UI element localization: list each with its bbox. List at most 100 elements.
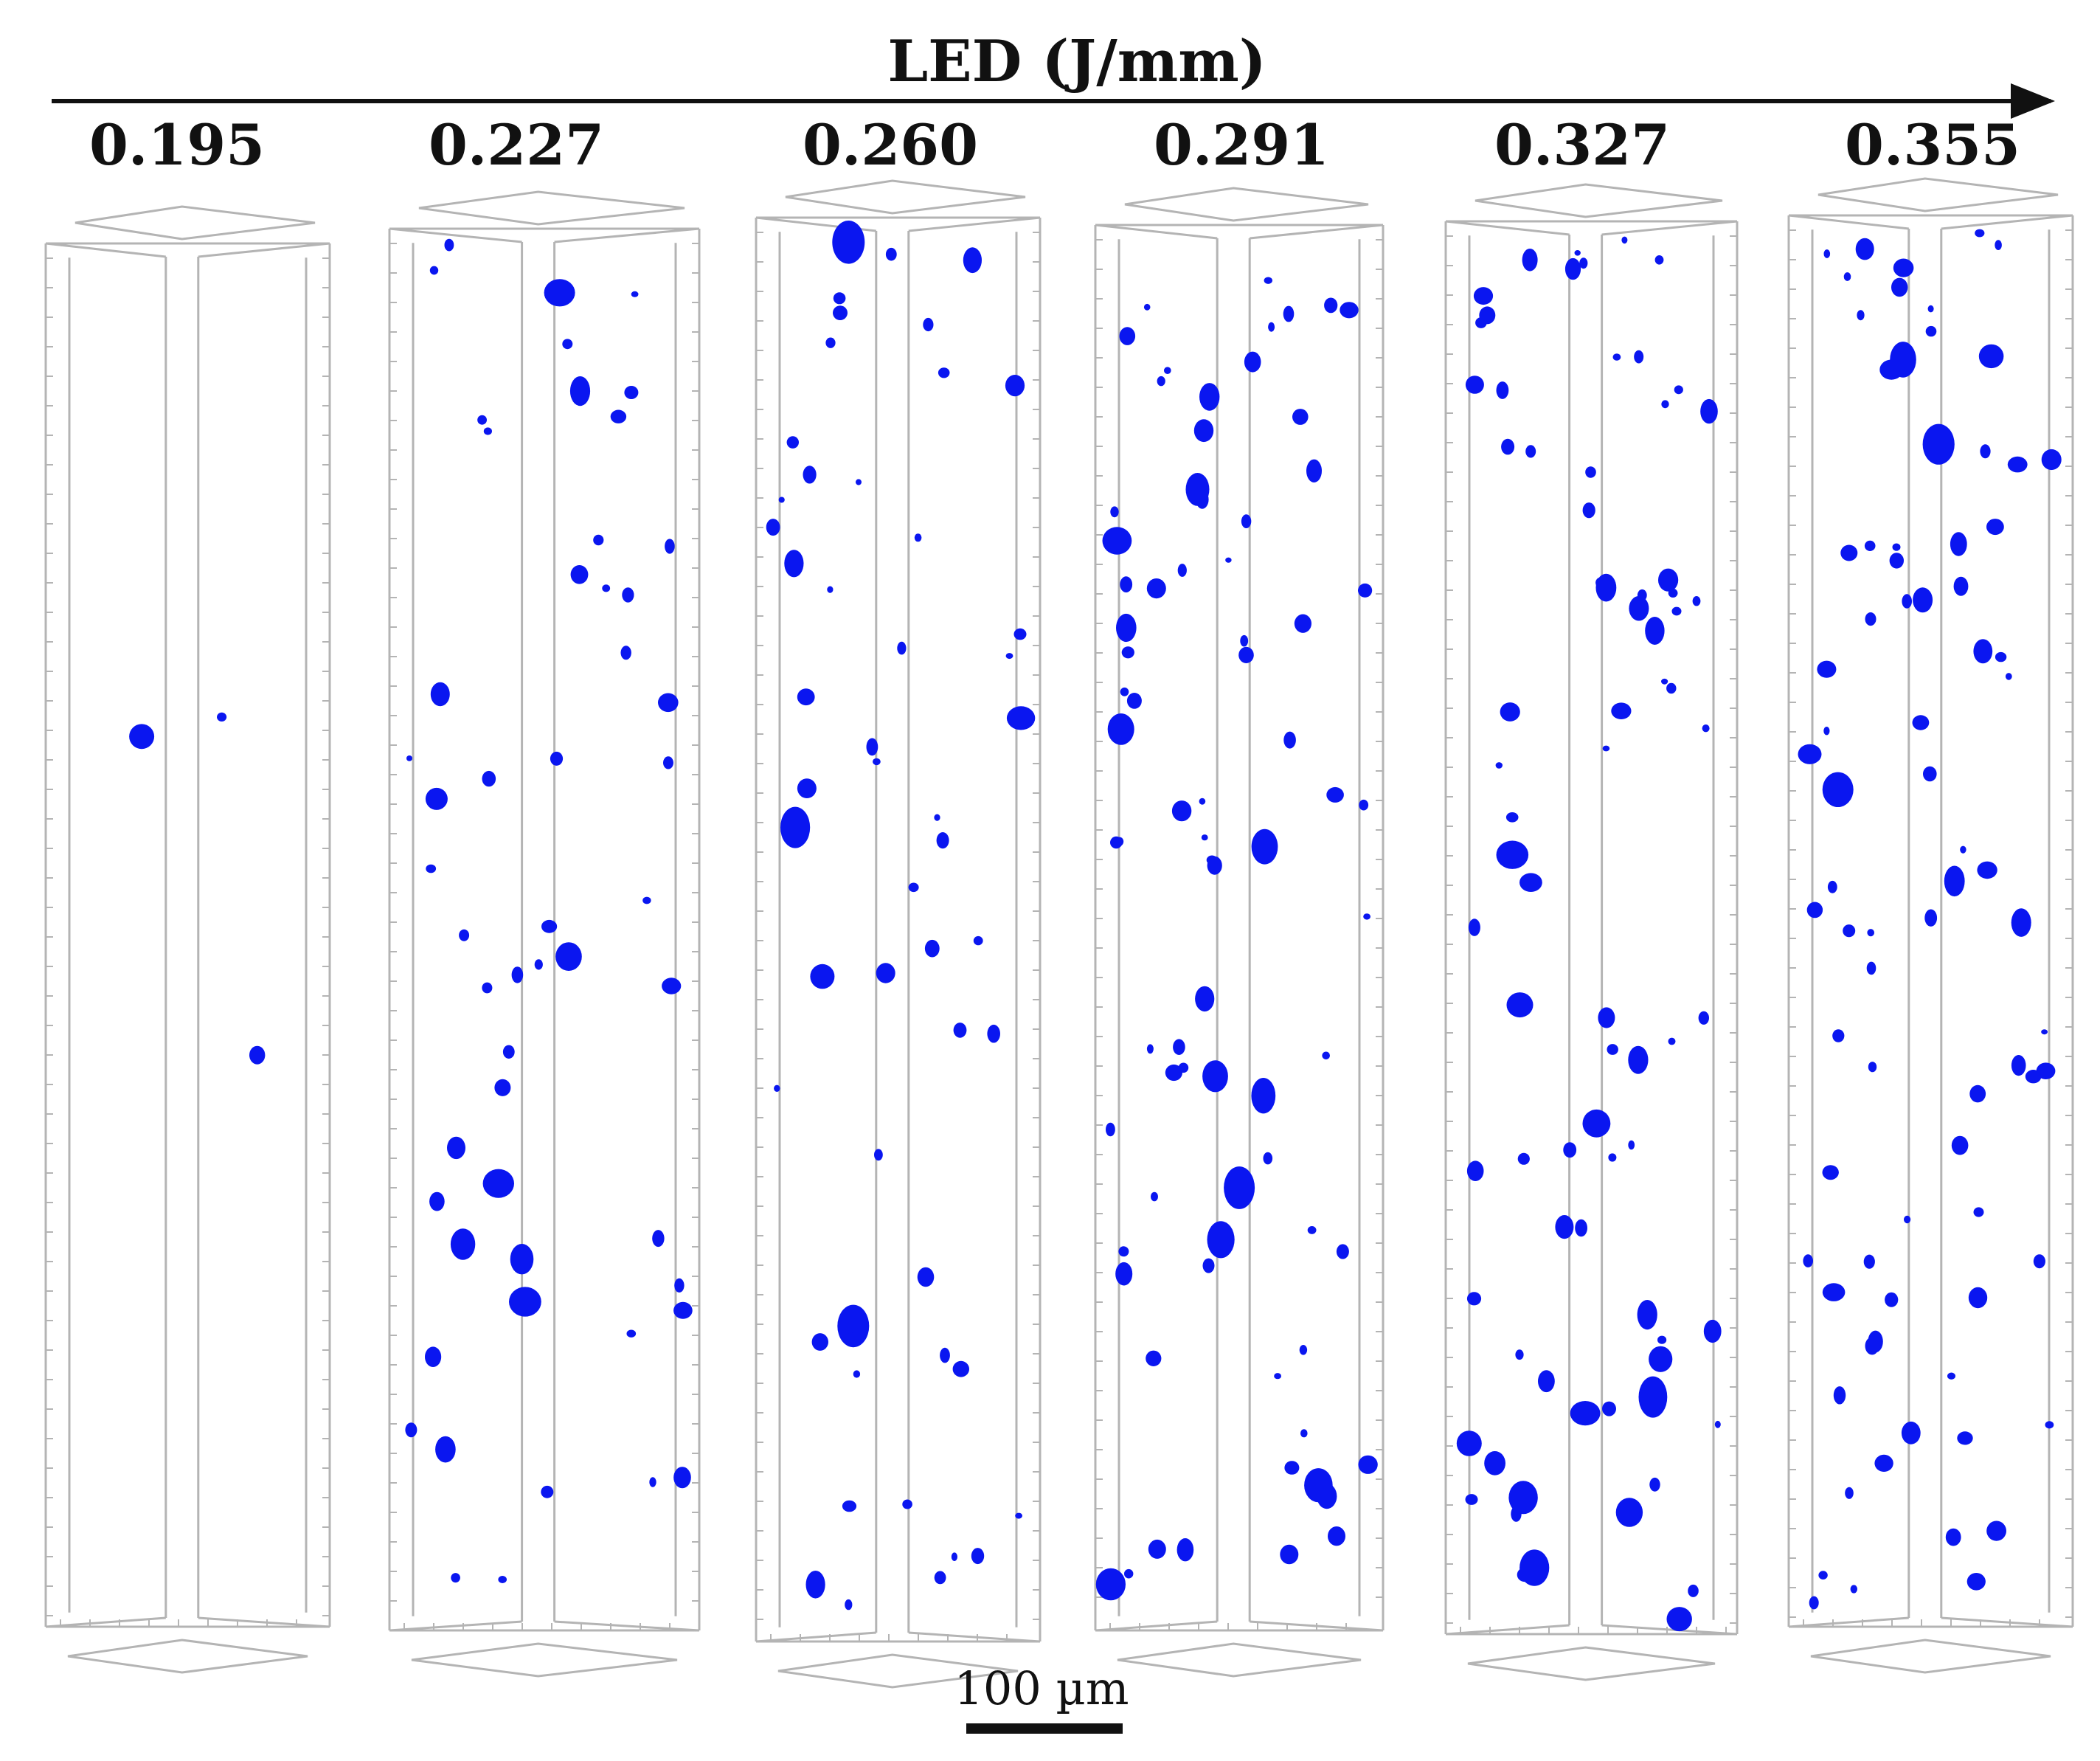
pore xyxy=(1466,1160,1484,1181)
pore xyxy=(1957,1431,1973,1445)
pore xyxy=(1207,856,1222,875)
led-label-0355: 0.355 xyxy=(1845,112,2020,178)
pore xyxy=(1798,744,1822,764)
pore xyxy=(1902,594,1912,609)
pore xyxy=(842,1500,857,1512)
pore xyxy=(1251,1078,1276,1114)
pore xyxy=(1307,1226,1317,1234)
pore xyxy=(1500,702,1520,722)
pore xyxy=(1202,1258,1215,1273)
pore xyxy=(1164,367,1171,375)
led-label-0260: 0.260 xyxy=(803,112,978,178)
pore xyxy=(429,266,439,275)
pore xyxy=(1240,634,1249,647)
frame-bottom-cap xyxy=(1117,1642,1362,1678)
pore xyxy=(766,519,780,536)
pore xyxy=(1324,297,1338,314)
pore xyxy=(1238,646,1254,664)
pore xyxy=(2011,908,2031,937)
pore xyxy=(405,1422,417,1438)
volume-render-0260 xyxy=(755,179,1042,1689)
pore xyxy=(1602,745,1610,752)
pore xyxy=(2007,456,2028,473)
pore xyxy=(1157,376,1165,387)
pore xyxy=(1890,342,1916,378)
pore xyxy=(1299,1345,1308,1355)
pore xyxy=(1517,1567,1533,1582)
pore xyxy=(1199,798,1206,805)
pore xyxy=(1193,419,1214,443)
pore xyxy=(1913,587,1933,613)
pore xyxy=(1863,1254,1875,1269)
frame-top-cap xyxy=(74,205,316,241)
pore xyxy=(2033,1254,2045,1269)
pore xyxy=(509,1287,541,1317)
pore xyxy=(1904,1215,1911,1224)
pore xyxy=(1995,240,2002,250)
pore xyxy=(1121,646,1134,659)
pore xyxy=(555,942,582,971)
pore xyxy=(1484,1451,1505,1475)
pore xyxy=(1855,238,1874,260)
frame-top-right-diag xyxy=(554,227,700,243)
pore xyxy=(987,1024,1000,1043)
pore xyxy=(1608,1153,1617,1162)
pore xyxy=(1102,527,1132,555)
pore xyxy=(1264,277,1273,284)
pore xyxy=(1973,639,1993,664)
pore xyxy=(544,279,575,307)
pore xyxy=(482,770,496,787)
pore xyxy=(1177,1538,1194,1562)
pore xyxy=(1359,799,1369,811)
pore xyxy=(1827,880,1837,893)
pore xyxy=(1666,682,1677,694)
pore xyxy=(1891,277,1908,297)
pore xyxy=(953,1023,967,1038)
pore xyxy=(1668,588,1678,598)
pore xyxy=(1116,613,1137,643)
pore xyxy=(482,982,493,994)
pore xyxy=(2041,449,2062,471)
pore xyxy=(1336,1244,1349,1259)
pore xyxy=(602,584,611,592)
pore xyxy=(1658,568,1679,592)
pore xyxy=(1358,583,1373,598)
pore xyxy=(1582,502,1595,519)
pore xyxy=(885,247,897,261)
frame-bottom-left-diag xyxy=(1095,1620,1218,1632)
pore xyxy=(810,963,835,989)
pore xyxy=(673,1467,691,1489)
pore xyxy=(1714,1420,1721,1428)
pore xyxy=(1115,837,1124,846)
pore xyxy=(1674,385,1683,395)
frame-top-left-diag xyxy=(389,227,522,243)
led-labels: 0.195 0.227 0.260 0.291 0.327 0.355 xyxy=(89,112,2020,178)
pore xyxy=(1151,1191,1158,1202)
pore xyxy=(1202,1060,1228,1093)
frame-top-left-diag xyxy=(45,242,166,258)
pore xyxy=(1595,573,1617,602)
pore xyxy=(1196,490,1209,509)
pore xyxy=(1864,540,1876,552)
pore xyxy=(1843,272,1851,281)
pore xyxy=(1889,553,1904,569)
pore xyxy=(562,339,573,350)
frame-bottom-left-diag xyxy=(45,1616,166,1628)
pore xyxy=(430,682,450,707)
pore xyxy=(1251,828,1278,865)
pore xyxy=(917,1267,935,1287)
pore xyxy=(908,882,919,893)
pore xyxy=(1468,918,1480,936)
pore xyxy=(1666,1607,1692,1632)
pore xyxy=(426,864,437,873)
pore xyxy=(1968,1287,1988,1309)
pore xyxy=(658,693,679,713)
pore xyxy=(541,919,558,933)
pore xyxy=(778,497,785,503)
pore xyxy=(1951,1135,1969,1155)
pore xyxy=(1978,344,2004,369)
pore xyxy=(1975,229,1985,238)
pore xyxy=(1306,459,1322,482)
frame-bottom-right-diag xyxy=(908,1631,1041,1643)
pore xyxy=(649,1477,656,1487)
